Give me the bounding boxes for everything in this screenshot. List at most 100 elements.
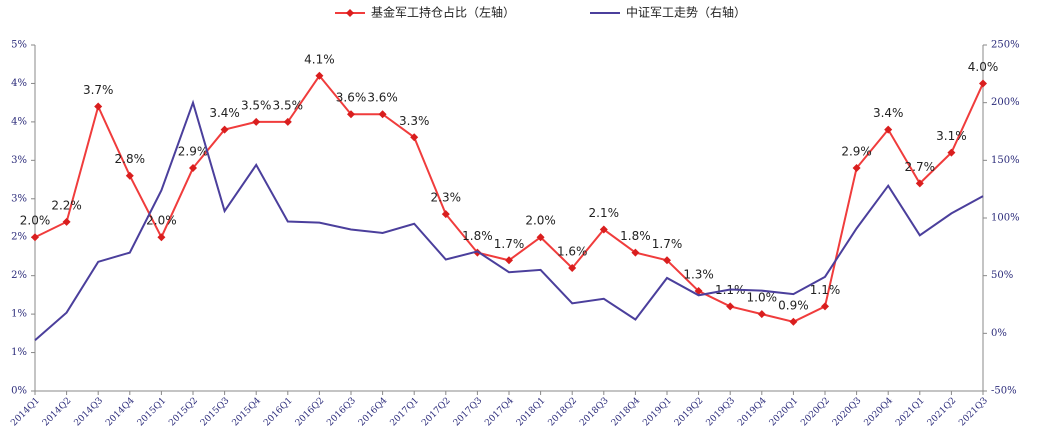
y2-tick-label: 0%: [991, 328, 1007, 339]
data-label: 2.9%: [178, 145, 209, 159]
marker: [947, 148, 956, 157]
x-tick-label: 2018Q1: [515, 396, 548, 429]
marker: [599, 225, 608, 234]
data-label: 2.2%: [51, 198, 82, 212]
legend-label: 中证军工走势（右轴）: [626, 5, 746, 20]
data-label: 3.6%: [336, 91, 367, 105]
y-tick-label: 2%: [11, 232, 27, 243]
y2-tick-label: -50%: [991, 386, 1017, 397]
data-label: 2.0%: [525, 214, 556, 228]
marker: [94, 102, 103, 111]
y2-tick-label: 150%: [991, 155, 1020, 166]
x-tick-label: 2018Q2: [547, 396, 580, 429]
y-tick-label: 0%: [11, 386, 27, 397]
x-tick-label: 2014Q4: [104, 396, 137, 429]
data-label: 1.1%: [810, 283, 841, 297]
x-tick-label: 2021Q3: [957, 396, 990, 429]
data-label: 3.5%: [241, 98, 272, 112]
y-tick-label: 1%: [11, 347, 27, 358]
x-tick-label: 2016Q1: [262, 396, 295, 429]
data-label: 0.9%: [778, 298, 809, 312]
x-tick-label: 2016Q4: [357, 396, 390, 429]
data-label: 2.8%: [115, 152, 146, 166]
marker: [125, 171, 134, 180]
x-tick-label: 2014Q2: [41, 396, 74, 429]
data-label: 2.3%: [431, 191, 462, 205]
data-label: 3.1%: [936, 129, 967, 143]
data-label: 3.3%: [399, 114, 430, 128]
marker: [410, 133, 419, 142]
series-line: [34, 99, 984, 342]
y-tick-label: 3%: [11, 193, 27, 204]
y2-tick-label: 250%: [991, 40, 1020, 51]
data-label: 1.3%: [683, 268, 714, 282]
marker: [315, 71, 324, 80]
data-label: 3.7%: [83, 83, 114, 97]
marker: [979, 79, 987, 88]
x-tick-label: 2019Q2: [673, 396, 706, 429]
x-tick-label: 2014Q1: [9, 396, 42, 429]
marker: [157, 233, 166, 242]
marker: [220, 125, 229, 134]
x-tick-label: 2019Q3: [705, 396, 738, 429]
data-label: 1.8%: [620, 229, 651, 243]
marker: [189, 164, 197, 173]
x-tick-label: 2020Q2: [799, 396, 832, 429]
y2-tick-label: 200%: [991, 97, 1020, 108]
y2-tick-label: 50%: [991, 270, 1013, 281]
data-label: 1.8%: [462, 229, 493, 243]
x-tick-label: 2019Q4: [736, 396, 769, 429]
x-tick-label: 2017Q2: [420, 396, 453, 429]
data-label: 1.6%: [557, 244, 588, 258]
y-tick-label: 4%: [11, 78, 27, 89]
x-tick-label: 2021Q2: [926, 396, 959, 429]
x-tick-label: 2020Q1: [768, 396, 801, 429]
marker: [536, 233, 545, 242]
x-tick-label: 2018Q4: [610, 396, 643, 429]
data-label: 2.7%: [905, 160, 936, 174]
y-tick-label: 2%: [11, 270, 27, 281]
x-tick-label: 2017Q1: [389, 396, 422, 429]
marker: [347, 110, 355, 119]
data-label: 3.6%: [367, 91, 398, 105]
x-tick-label: 2015Q2: [167, 396, 200, 429]
marker: [884, 125, 893, 134]
y-tick-label: 3%: [11, 155, 27, 166]
y-tick-label: 5%: [11, 40, 27, 51]
data-label: 4.1%: [304, 52, 335, 66]
y-tick-label: 1%: [11, 309, 27, 320]
data-label: 4.0%: [968, 60, 999, 74]
marker: [568, 263, 577, 272]
x-tick-label: 2018Q3: [578, 396, 611, 429]
data-label: 3.5%: [273, 98, 304, 112]
legend-marker: [346, 9, 354, 17]
marker: [283, 117, 292, 126]
x-tick-label: 2016Q2: [294, 396, 327, 429]
data-label: 3.4%: [209, 106, 240, 120]
x-tick-label: 2014Q3: [73, 396, 106, 429]
data-label: 2.9%: [841, 145, 872, 159]
x-tick-label: 2017Q4: [483, 396, 516, 429]
marker: [631, 248, 640, 257]
marker: [757, 310, 766, 319]
data-label: 1.7%: [494, 237, 525, 251]
marker: [31, 233, 39, 242]
data-label: 2.0%: [146, 214, 177, 228]
marker: [915, 179, 924, 188]
marker: [441, 210, 450, 219]
x-tick-label: 2017Q3: [452, 396, 485, 429]
x-tick-label: 2020Q4: [863, 396, 896, 429]
x-tick-label: 2016Q3: [325, 396, 358, 429]
marker: [663, 256, 671, 265]
series-line: [34, 74, 984, 323]
data-label: 2.0%: [20, 214, 51, 228]
marker: [821, 302, 829, 311]
x-tick-label: 2020Q3: [831, 396, 864, 429]
data-label: 1.0%: [747, 291, 778, 305]
marker: [62, 217, 71, 226]
data-label: 3.4%: [873, 106, 904, 120]
legend-label: 基金军工持仓占比（左轴）: [371, 5, 515, 20]
marker: [789, 317, 798, 326]
x-tick-label: 2021Q1: [894, 396, 927, 429]
